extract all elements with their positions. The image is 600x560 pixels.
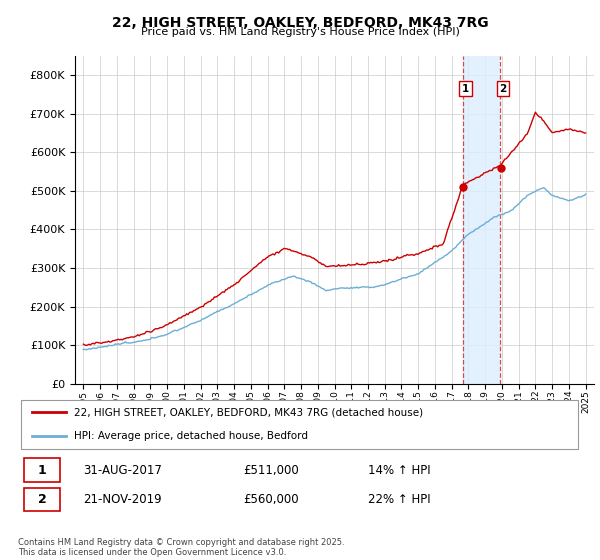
Text: 1: 1 xyxy=(462,84,469,94)
Text: 14% ↑ HPI: 14% ↑ HPI xyxy=(368,464,430,477)
Text: 2: 2 xyxy=(499,84,506,94)
FancyBboxPatch shape xyxy=(23,488,60,511)
Bar xyxy=(463,56,500,384)
Text: 21-NOV-2019: 21-NOV-2019 xyxy=(83,493,161,506)
Text: Contains HM Land Registry data © Crown copyright and database right 2025.
This d: Contains HM Land Registry data © Crown c… xyxy=(18,538,344,557)
Text: Price paid vs. HM Land Registry's House Price Index (HPI): Price paid vs. HM Land Registry's House … xyxy=(140,27,460,37)
Text: 22% ↑ HPI: 22% ↑ HPI xyxy=(368,493,430,506)
Text: 2: 2 xyxy=(38,493,47,506)
FancyBboxPatch shape xyxy=(23,458,60,482)
Text: 1: 1 xyxy=(38,464,47,477)
Text: £560,000: £560,000 xyxy=(244,493,299,506)
Text: 22, HIGH STREET, OAKLEY, BEDFORD, MK43 7RG (detached house): 22, HIGH STREET, OAKLEY, BEDFORD, MK43 7… xyxy=(74,408,424,418)
FancyBboxPatch shape xyxy=(21,400,578,449)
Text: HPI: Average price, detached house, Bedford: HPI: Average price, detached house, Bedf… xyxy=(74,431,308,441)
Text: 31-AUG-2017: 31-AUG-2017 xyxy=(83,464,162,477)
Text: £511,000: £511,000 xyxy=(244,464,299,477)
Text: 22, HIGH STREET, OAKLEY, BEDFORD, MK43 7RG: 22, HIGH STREET, OAKLEY, BEDFORD, MK43 7… xyxy=(112,16,488,30)
